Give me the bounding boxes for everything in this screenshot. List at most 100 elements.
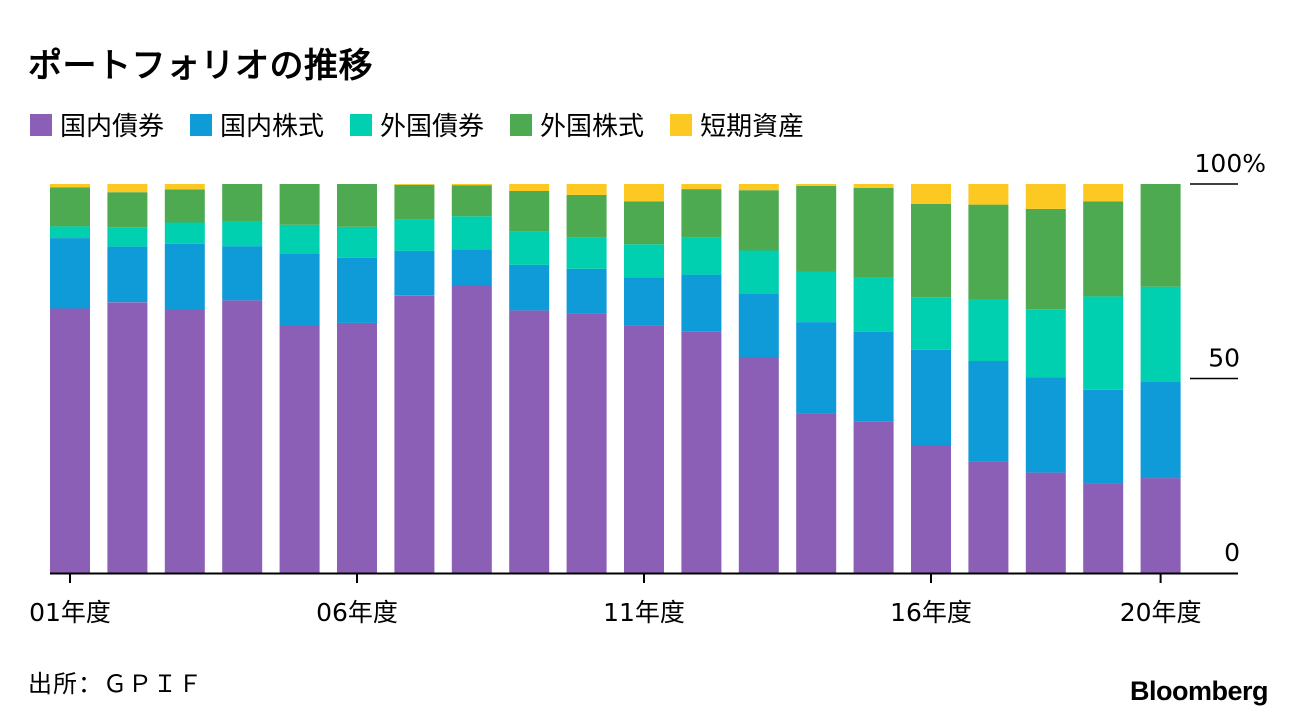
bar-segment — [681, 274, 722, 332]
bar-segment — [566, 313, 607, 573]
bar-segment — [681, 331, 722, 573]
bar-segment — [968, 361, 1009, 462]
bar-segment — [911, 184, 951, 204]
legend-label: 国内株式 — [220, 112, 325, 142]
chart-title: ポートフォリオの推移 — [28, 46, 373, 86]
chart-legend: 国内債券 国内株式 外国債券 外国株式 短期資産 — [30, 106, 830, 143]
bar-segment — [394, 295, 435, 573]
bar-segment — [624, 201, 664, 245]
legend-item: 外国株式 — [510, 106, 644, 143]
bar-segment — [796, 322, 837, 414]
legend-label: 外国債券 — [380, 112, 485, 142]
source-note: 出所：ＧＰＩＦ — [28, 670, 203, 698]
bar-segment — [681, 237, 722, 275]
x-tick-label: 11年度 — [603, 598, 685, 627]
bar-segment — [738, 357, 779, 573]
bar-segment — [1083, 201, 1124, 297]
x-tick-label: 20年度 — [1120, 598, 1202, 627]
bar-segment — [1083, 296, 1124, 390]
legend-label: 短期資産 — [700, 112, 805, 142]
legend-swatch — [30, 113, 52, 136]
bar-segment — [911, 297, 951, 350]
bar-segment — [394, 250, 435, 296]
bar-segment — [164, 184, 205, 190]
bar-segment — [1140, 382, 1181, 479]
bar-segment — [853, 184, 894, 188]
bar-segment — [164, 222, 205, 244]
legend-swatch — [190, 113, 213, 136]
bar-segment — [796, 184, 837, 186]
bar-segment — [968, 299, 1009, 361]
bar-segment — [1025, 377, 1066, 473]
bar-segment — [624, 244, 664, 278]
bar-segment — [164, 189, 205, 223]
bar-segment — [50, 184, 90, 188]
bar-segment — [624, 277, 664, 326]
bar-segment — [738, 190, 779, 251]
x-tick-label: 01年度 — [29, 598, 111, 627]
bar-segment — [968, 184, 1009, 205]
x-tick-label: 16年度 — [890, 598, 972, 627]
bar-segment — [853, 331, 894, 422]
bar-segment — [911, 445, 951, 573]
bar-segment — [1025, 472, 1066, 573]
y-tick-label: 50 — [1208, 344, 1240, 373]
bar-segment — [509, 184, 550, 191]
bar-segment — [911, 203, 951, 298]
bar-segment — [853, 277, 894, 332]
bar-segment — [50, 308, 90, 573]
bar-segment — [738, 293, 779, 358]
bar-segment — [681, 189, 722, 238]
y-tick-label: 100% — [1195, 149, 1266, 178]
bar-segment — [107, 246, 148, 303]
bar-segment — [911, 349, 951, 445]
bar-segment — [279, 254, 320, 326]
bar-segment — [451, 216, 492, 250]
bar-segment — [337, 226, 377, 258]
bar-segment — [566, 194, 607, 238]
legend-label: 国内債券 — [60, 112, 165, 142]
bar-segment — [1025, 184, 1066, 209]
bar-segment — [107, 184, 148, 193]
bar-segment — [509, 264, 550, 311]
bar-segment — [222, 184, 263, 221]
bar-segment — [968, 461, 1009, 573]
bloomberg-logo: Bloomberg — [1129, 676, 1269, 706]
bar-segment — [796, 413, 837, 573]
bar-segment — [1140, 184, 1181, 287]
bar-segment — [624, 325, 664, 573]
bar-segment — [50, 238, 90, 309]
bar-segment — [451, 184, 492, 186]
bar-segment — [968, 204, 1009, 300]
bar-segment — [451, 285, 492, 573]
bar-segment — [509, 231, 550, 265]
x-tick-label: 06年度 — [316, 598, 398, 627]
bar-segment — [337, 184, 377, 227]
bar-segment — [509, 310, 550, 573]
legend-swatch — [510, 113, 533, 136]
bar-segment — [566, 184, 607, 195]
bar-segment — [1083, 184, 1124, 202]
legend-item: 短期資産 — [670, 106, 804, 143]
bar-segment — [566, 268, 607, 314]
bar-segment — [394, 219, 435, 251]
bar-segment — [164, 243, 205, 310]
bar-segment — [796, 271, 837, 323]
bar-segment — [222, 246, 263, 301]
bar-segment — [1025, 208, 1066, 310]
bar-segment — [738, 184, 779, 191]
bar-segment — [796, 185, 837, 272]
bar-segment — [394, 184, 435, 185]
bar-segment — [566, 237, 607, 269]
legend-swatch — [350, 113, 373, 136]
bar-segment — [222, 300, 263, 573]
bar-segment — [279, 184, 320, 225]
bar-segment — [394, 184, 435, 220]
bar-segment — [451, 185, 492, 217]
legend-item: 国内株式 — [190, 106, 324, 143]
bar-segment — [50, 187, 90, 227]
bar-segment — [107, 302, 148, 573]
bar-segment — [107, 192, 148, 228]
legend-label: 外国株式 — [540, 112, 645, 142]
